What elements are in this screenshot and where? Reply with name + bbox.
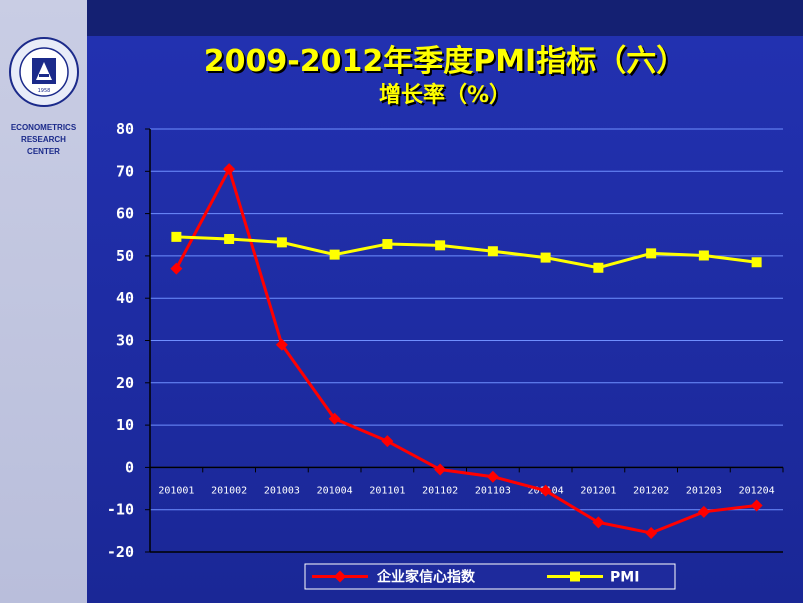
chart-title: 2009-2012年季度PMI指标（六） <box>203 44 687 79</box>
y-tick-label: 10 <box>116 416 134 434</box>
grid-lines <box>150 128 783 511</box>
data-point <box>329 249 340 260</box>
center-label-line: RESEARCH <box>21 135 66 144</box>
x-tick-label: 201003 <box>264 485 300 496</box>
data-point <box>592 516 605 529</box>
institute-logo-icon: 1958 <box>9 37 79 107</box>
y-tick-label: -10 <box>107 501 134 519</box>
x-tick-label: 201103 <box>475 485 511 496</box>
legend-marker <box>334 570 346 583</box>
y-tick-label: 70 <box>116 162 134 180</box>
legend-label: 企业家信心指数 <box>376 569 476 586</box>
data-point <box>540 252 551 263</box>
series-lines <box>170 163 763 539</box>
data-point <box>698 250 709 261</box>
y-tick-label: -20 <box>107 543 134 561</box>
series-line-2 <box>176 235 757 270</box>
data-point <box>750 499 763 512</box>
data-point <box>593 262 604 273</box>
center-label-line: ECONOMETRICS <box>10 123 77 132</box>
data-point <box>434 463 447 476</box>
y-tick-label: 20 <box>116 374 134 392</box>
chart-subtitle: 增长率（%） <box>378 83 512 108</box>
slide-background <box>87 36 803 603</box>
data-point <box>171 231 182 242</box>
center-label-line: CENTER <box>27 147 60 156</box>
x-tick-label: 201002 <box>211 485 247 496</box>
data-point <box>328 412 341 425</box>
x-tick-label: 201101 <box>369 485 405 496</box>
x-tick-label: 201203 <box>686 485 722 496</box>
data-point <box>275 338 288 351</box>
legend-label: PMI <box>610 570 639 586</box>
x-tick-label: 201204 <box>739 485 775 496</box>
y-tick-label: 0 <box>125 458 134 476</box>
data-point <box>435 240 446 251</box>
legend: 企业家信心指数 PMI <box>304 563 676 590</box>
data-point <box>486 470 499 483</box>
y-tick-label: 30 <box>116 332 134 350</box>
data-point <box>751 257 762 268</box>
y-tick-label: 80 <box>116 120 134 138</box>
x-tick-label: 201001 <box>158 485 194 496</box>
x-tick-label: 201202 <box>633 485 669 496</box>
data-point <box>381 435 394 448</box>
axes <box>145 128 784 553</box>
data-point <box>170 262 183 275</box>
x-tick-label: 201004 <box>317 485 353 496</box>
x-tick-label: 201201 <box>580 485 616 496</box>
y-tick-label: 60 <box>116 205 134 223</box>
data-point <box>645 526 658 539</box>
data-point <box>487 246 498 257</box>
data-point <box>646 248 657 259</box>
legend-marker <box>570 571 580 582</box>
data-point <box>697 505 710 518</box>
data-point <box>382 239 393 250</box>
data-point <box>224 233 235 244</box>
y-tick-label: 40 <box>116 289 134 307</box>
data-point <box>539 484 552 497</box>
center-label: ECONOMETRICS RESEARCH CENTER <box>0 122 87 158</box>
series-line-1 <box>175 165 757 535</box>
y-axis-ticks: 80 70 60 50 40 30 20 10 0 -10 -20 <box>107 120 134 561</box>
data-point <box>223 163 236 176</box>
data-point <box>276 237 287 248</box>
x-tick-label: 201102 <box>422 485 458 496</box>
y-tick-label: 50 <box>116 247 134 265</box>
x-axis-ticks: 201001 201002 201003 201004 201101 201102 2011… <box>158 485 774 496</box>
logo-year: 1958 <box>38 88 51 94</box>
top-band <box>87 0 803 36</box>
